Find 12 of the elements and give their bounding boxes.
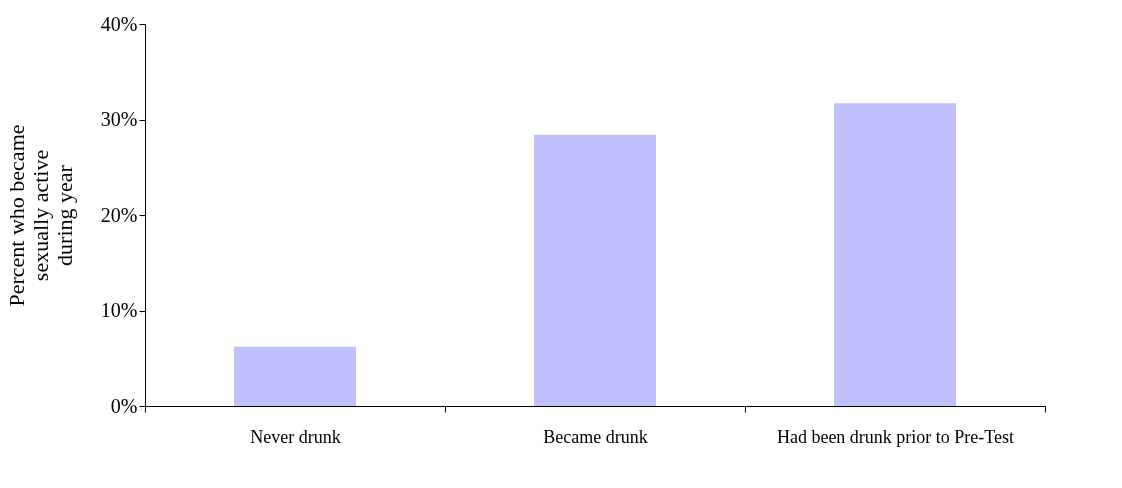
bar <box>534 134 656 406</box>
y-tick-label: 40% <box>100 12 138 35</box>
y-tick-label: 10% <box>100 299 138 321</box>
x-tick-label: Became drunk <box>543 426 648 447</box>
y-tick-label: 30% <box>100 108 138 130</box>
bar <box>234 346 356 406</box>
y-tick-label: 20% <box>100 203 138 226</box>
x-tick-label: Had been drunk prior to Pre-Test <box>776 426 1015 447</box>
y-axis-title: Percent who became sexually active during year <box>3 124 77 307</box>
bar <box>834 103 956 406</box>
y-tick-label: 0% <box>110 394 138 417</box>
x-tick-label: Never drunk <box>250 426 341 447</box>
